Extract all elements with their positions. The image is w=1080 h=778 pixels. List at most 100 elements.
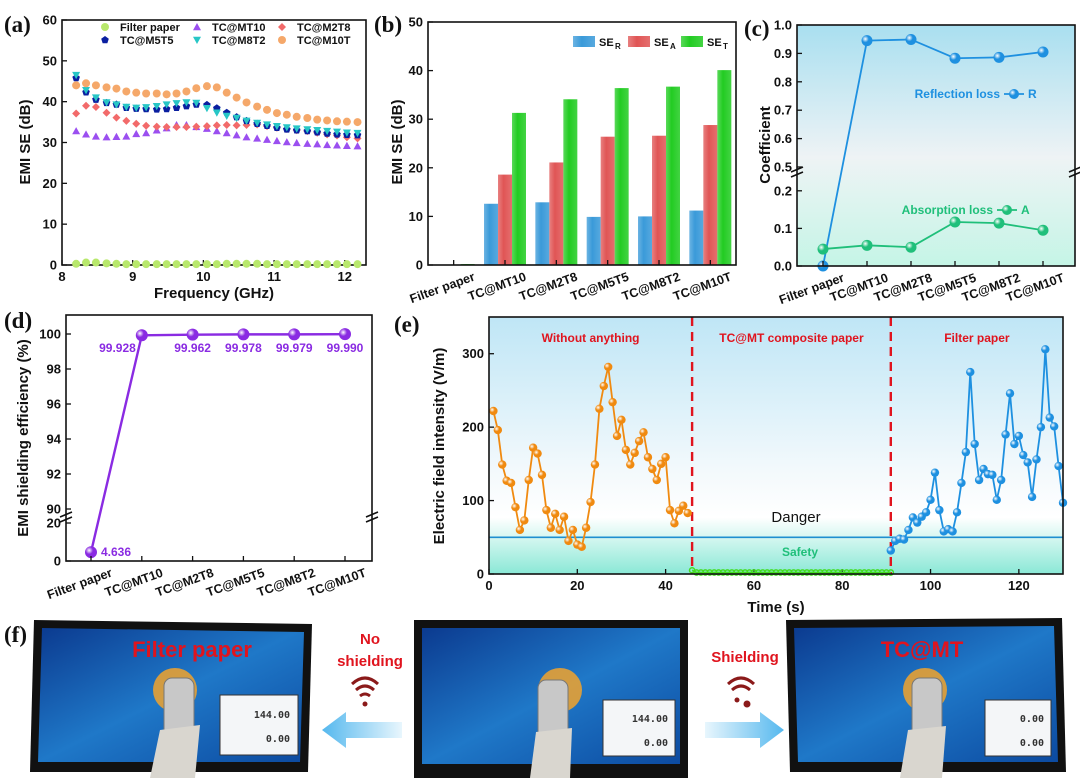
x-category-label: TC@M5T5 (569, 270, 631, 304)
arrow-left-icon (322, 712, 402, 748)
data-point (102, 133, 111, 141)
data-label: 99.979 (276, 341, 313, 355)
data-label: 4.636 (101, 545, 131, 559)
data-point (232, 259, 241, 268)
data-point (799, 569, 806, 576)
data-point (648, 464, 657, 474)
bar (614, 88, 629, 265)
axis-break-icon (790, 166, 804, 178)
series-filter-paper (886, 345, 1068, 555)
legend-marker (1009, 89, 1019, 99)
data-point (966, 367, 975, 377)
y-axis-label: EMI shielding efficiency (%) (15, 339, 32, 537)
gloved-hand (530, 728, 572, 778)
data-point (72, 127, 81, 135)
data-point (1036, 422, 1046, 432)
legend-swatch (681, 36, 703, 47)
panel-f-photos: (f) 144.00 0.00 Filter paper No shieldin… (4, 618, 1066, 778)
legend-marker (1002, 205, 1012, 215)
data-point (242, 133, 251, 141)
legend-marker (278, 23, 286, 31)
data-point (82, 79, 91, 88)
data-point (524, 475, 533, 485)
data-point (342, 117, 351, 126)
data-point (626, 460, 635, 469)
wifi-signal-blocked-icon (726, 676, 756, 708)
data-point (1041, 345, 1050, 354)
data-point (353, 260, 362, 269)
x-category-label: TC@M2T8 (154, 566, 216, 600)
data-point (162, 90, 171, 99)
data-point (957, 478, 966, 488)
data-point (162, 101, 171, 109)
data-point (263, 260, 272, 269)
data-point (172, 103, 181, 112)
data-point (961, 447, 971, 457)
data-point (777, 569, 784, 576)
data-point (72, 259, 81, 268)
data-point (237, 328, 250, 341)
data-point (303, 126, 312, 134)
legend-marker (278, 36, 286, 44)
data-point (202, 260, 211, 269)
legend-label: TC@M5T5 (120, 35, 174, 47)
data-point (102, 259, 111, 268)
data-point (272, 122, 281, 131)
plot-background (797, 25, 1075, 266)
data-point (905, 241, 917, 253)
data-point (212, 127, 221, 135)
x-category-label: TC@M2T8 (517, 270, 579, 304)
series-tc-m8t2 (72, 71, 362, 138)
series-se-t (460, 70, 732, 265)
x-axis-label: Time (s) (747, 599, 804, 616)
y-tick-label: 0 (477, 567, 484, 582)
plot-frame (427, 21, 737, 266)
region-label: Filter paper (944, 331, 1010, 345)
x-tick-label: 9 (129, 269, 136, 284)
data-point (192, 84, 201, 93)
data-point (186, 328, 199, 341)
data-point (794, 569, 802, 576)
data-point (886, 546, 895, 555)
data-point (803, 569, 811, 576)
data-point (511, 502, 520, 512)
legend-subscript: T (723, 42, 728, 51)
data-point (913, 518, 922, 527)
data-point (564, 536, 573, 546)
panel-label-f: (f) (4, 622, 27, 647)
data-point (772, 569, 780, 576)
data-point (82, 130, 91, 138)
x-tick-label: 12 (338, 269, 352, 284)
y-tick-label: 10 (43, 217, 57, 232)
data-point (634, 436, 644, 446)
data-point (91, 94, 100, 102)
data-point (595, 404, 604, 413)
data-point (785, 569, 793, 576)
meter-reading: 0.00 (1020, 738, 1044, 749)
legend-short-label: A (1021, 203, 1030, 217)
y-axis-label: Electric field intensity (V/m) (431, 348, 448, 545)
data-point (122, 103, 131, 111)
data-point (253, 102, 262, 111)
meter-reading: 144.00 (632, 714, 668, 725)
data-point (599, 381, 608, 391)
data-point (949, 216, 961, 228)
y-tick-label: 100 (462, 493, 484, 508)
legend-label: Reflection loss (915, 87, 1001, 101)
data-point (493, 425, 503, 435)
x-tick-label: 60 (747, 578, 761, 593)
data-point (899, 535, 909, 544)
plot-frame (61, 19, 367, 266)
meter-reading: 0.00 (266, 734, 290, 745)
panel-label-e: (e) (394, 312, 420, 337)
data-point (904, 525, 913, 535)
data-point (926, 495, 935, 505)
data-point (830, 569, 837, 576)
data-point (232, 121, 241, 130)
data-point (949, 52, 961, 64)
y-axis-label: Coefficient (757, 106, 774, 184)
data-point (303, 114, 312, 122)
data-point (152, 89, 161, 98)
data-point (970, 439, 979, 449)
